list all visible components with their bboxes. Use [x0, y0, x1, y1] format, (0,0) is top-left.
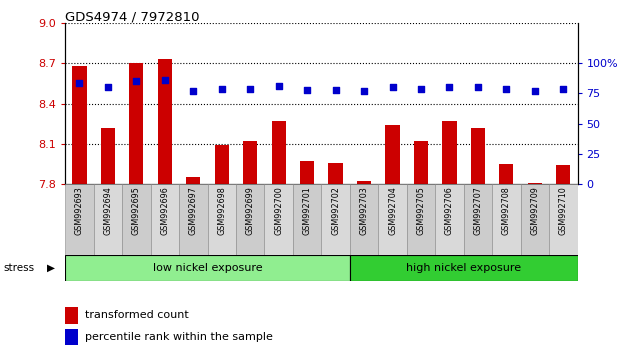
Bar: [243, 141, 257, 184]
Bar: [94, 184, 122, 255]
Bar: [122, 184, 150, 255]
Bar: [492, 184, 520, 255]
Bar: [520, 184, 549, 255]
Text: GSM992699: GSM992699: [246, 186, 255, 235]
Bar: [158, 59, 172, 184]
Bar: [414, 141, 428, 184]
Bar: [322, 184, 350, 255]
Point: [274, 84, 284, 89]
Point: [330, 87, 340, 93]
Point: [558, 86, 568, 91]
Text: transformed count: transformed count: [84, 310, 188, 320]
Text: GSM992706: GSM992706: [445, 186, 454, 235]
Point: [359, 88, 369, 94]
Text: GSM992695: GSM992695: [132, 186, 141, 235]
Text: GSM992702: GSM992702: [331, 186, 340, 235]
Bar: [72, 66, 86, 184]
Point: [302, 87, 312, 93]
Text: GSM992697: GSM992697: [189, 186, 197, 235]
Bar: [378, 184, 407, 255]
Text: percentile rank within the sample: percentile rank within the sample: [84, 332, 273, 342]
Bar: [407, 184, 435, 255]
Bar: [293, 184, 322, 255]
Point: [445, 85, 455, 90]
Bar: [265, 184, 293, 255]
Bar: [150, 184, 179, 255]
Text: ▶: ▶: [47, 263, 55, 273]
Point: [245, 86, 255, 91]
Bar: [65, 307, 78, 324]
Bar: [435, 184, 464, 255]
Text: GSM992701: GSM992701: [302, 186, 312, 235]
Bar: [65, 184, 94, 255]
Text: GSM992694: GSM992694: [104, 186, 112, 235]
Text: GDS4974 / 7972810: GDS4974 / 7972810: [65, 11, 200, 24]
Point: [473, 85, 483, 90]
Text: GSM992704: GSM992704: [388, 186, 397, 235]
Point: [188, 88, 198, 94]
Point: [103, 85, 113, 90]
Bar: [350, 255, 578, 281]
Point: [160, 78, 170, 83]
Point: [132, 79, 142, 84]
Text: GSM992710: GSM992710: [559, 186, 568, 235]
Point: [501, 86, 511, 91]
Bar: [129, 63, 143, 184]
Bar: [236, 184, 265, 255]
Bar: [556, 165, 571, 184]
Bar: [271, 121, 286, 184]
Point: [75, 80, 84, 85]
Bar: [499, 164, 514, 184]
Bar: [528, 183, 542, 184]
Point: [217, 86, 227, 91]
Bar: [464, 184, 492, 255]
Point: [388, 85, 397, 90]
Bar: [101, 128, 115, 184]
Bar: [65, 329, 78, 345]
Text: GSM992709: GSM992709: [530, 186, 539, 235]
Text: GSM992703: GSM992703: [360, 186, 368, 235]
Bar: [207, 184, 236, 255]
Text: high nickel exposure: high nickel exposure: [406, 263, 521, 273]
Text: GSM992708: GSM992708: [502, 186, 511, 235]
Bar: [350, 184, 378, 255]
Bar: [357, 181, 371, 184]
Text: GSM992696: GSM992696: [160, 186, 170, 235]
Text: GSM992693: GSM992693: [75, 186, 84, 235]
Text: GSM992707: GSM992707: [473, 186, 483, 235]
Text: GSM992700: GSM992700: [274, 186, 283, 235]
Bar: [65, 255, 350, 281]
Bar: [329, 162, 343, 184]
Text: low nickel exposure: low nickel exposure: [153, 263, 262, 273]
Bar: [549, 184, 578, 255]
Bar: [471, 128, 485, 184]
Point: [530, 88, 540, 94]
Point: [416, 86, 426, 91]
Text: GSM992698: GSM992698: [217, 186, 226, 235]
Bar: [179, 184, 207, 255]
Bar: [300, 161, 314, 184]
Bar: [386, 125, 400, 184]
Text: stress: stress: [3, 263, 34, 273]
Bar: [442, 121, 456, 184]
Bar: [186, 177, 201, 184]
Bar: [215, 145, 229, 184]
Text: GSM992705: GSM992705: [417, 186, 425, 235]
